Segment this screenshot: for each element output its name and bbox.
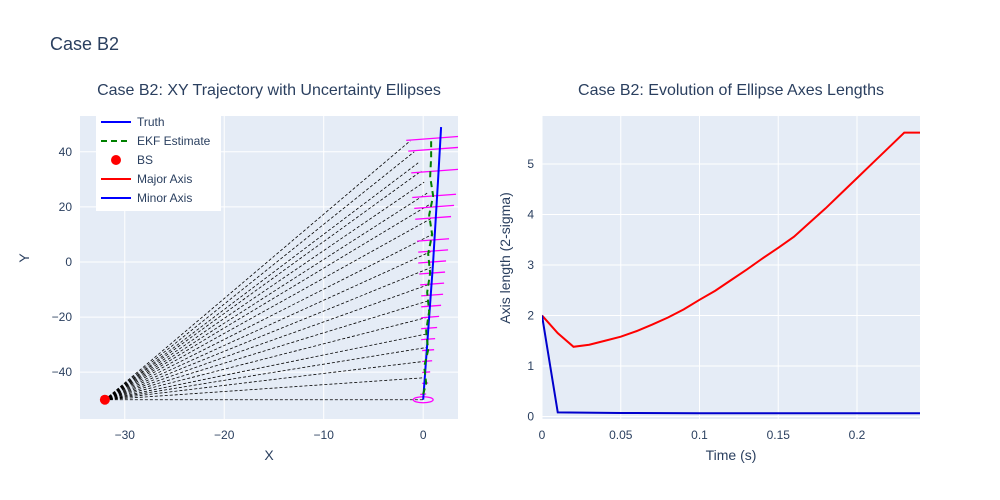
- major-axis-segment: [406, 135, 458, 141]
- legend-entry-label: Truth: [137, 115, 165, 129]
- los-line: [104, 217, 433, 401]
- trajectory-y-tick-label: 40: [59, 145, 73, 159]
- bs-marker: [99, 394, 110, 405]
- trajectory-chart: Case B2: XY Trajectory with Uncertainty …: [16, 82, 458, 463]
- trajectory-legend: Truth EKF Estimate BS Major Axis Minor Axis: [96, 111, 221, 211]
- los-line: [104, 300, 430, 401]
- minor-axis-length-line: [542, 315, 920, 415]
- axes-length-y-tick-label: 3: [527, 258, 534, 272]
- trajectory-y-tick-label: 0: [65, 255, 72, 269]
- los-line: [104, 203, 431, 401]
- los-line: [104, 151, 415, 401]
- axes-length-x-tick-label: 0.2: [849, 428, 866, 442]
- axes-length-chart: Case B2: Evolution of Ellipse Axes Lengt…: [497, 82, 920, 463]
- los-line: [104, 170, 422, 401]
- major-axis-segment: [422, 360, 433, 363]
- los-line: [104, 360, 427, 401]
- axes-length-plot-area: [542, 116, 920, 419]
- trajectory-data-layer: [104, 126, 458, 404]
- los-line: [104, 140, 411, 401]
- major-axis-segment: [414, 204, 455, 210]
- trajectory-y-tick-label: −40: [52, 365, 73, 379]
- axes-length-y-tick-label: 4: [527, 207, 534, 221]
- major-axis-segment: [421, 304, 442, 308]
- axes-length-data-layer: [542, 131, 920, 415]
- los-line: [104, 192, 428, 401]
- axes-length-x-tick-label: 0.05: [609, 428, 633, 442]
- figure-title: Case B2: [50, 34, 119, 54]
- trajectory-x-tick-label: −10: [314, 428, 335, 442]
- axes-length-y-tick-label: 5: [527, 157, 534, 171]
- major-axis-segment: [417, 238, 450, 242]
- legend-entry-label: BS: [137, 153, 153, 167]
- major-axis-segment: [408, 146, 458, 152]
- axes-length-x-axis-label: Time (s): [706, 447, 757, 463]
- los-lines: [104, 140, 433, 401]
- trajectory-chart-title: Case B2: XY Trajectory with Uncertainty …: [97, 82, 441, 99]
- los-line: [104, 283, 431, 401]
- trajectory-x-tick-label: 0: [420, 428, 427, 442]
- trajectory-y-tick-label: 20: [59, 200, 73, 214]
- trajectory-x-tick-label: −30: [115, 428, 136, 442]
- axes-length-x-tick-label: 0: [539, 428, 546, 442]
- ekf-series-line: [422, 138, 435, 395]
- axes-length-y-tick-label: 2: [527, 308, 534, 322]
- major-axis-length-line: [542, 131, 920, 348]
- trajectory-x-tick-label: −20: [214, 428, 235, 442]
- axes-length-y-tick-label: 1: [527, 359, 534, 373]
- los-line: [104, 267, 432, 401]
- legend-entry-label: Major Axis: [137, 172, 192, 186]
- los-line: [104, 234, 433, 401]
- legend-entry-label: Minor Axis: [137, 191, 192, 205]
- legend-symbol-marker: [111, 155, 121, 165]
- los-line: [104, 316, 429, 401]
- trajectory-y-tick-label: −20: [52, 310, 73, 324]
- legend-entry-label: EKF Estimate: [137, 134, 211, 148]
- los-line: [104, 346, 428, 401]
- axes-length-chart-title: Case B2: Evolution of Ellipse Axes Lengt…: [578, 82, 884, 99]
- axes-length-grid: [541, 116, 920, 419]
- trajectory-x-axis-label: X: [264, 447, 274, 463]
- los-line: [104, 377, 426, 401]
- axes-length-x-tick-label: 0.15: [767, 428, 791, 442]
- axes-length-x-tick-label: 0.1: [691, 428, 708, 442]
- axes-length-y-axis-label: Axis length (2-sigma): [497, 192, 513, 324]
- major-axis-segment: [411, 168, 458, 174]
- los-line: [104, 162, 419, 401]
- trajectory-y-axis-label: Y: [16, 253, 32, 263]
- major-axis-segment: [415, 215, 452, 220]
- los-line: [104, 181, 425, 401]
- major-axis-segment: [421, 293, 444, 297]
- axes-length-y-tick-label: 0: [527, 409, 534, 423]
